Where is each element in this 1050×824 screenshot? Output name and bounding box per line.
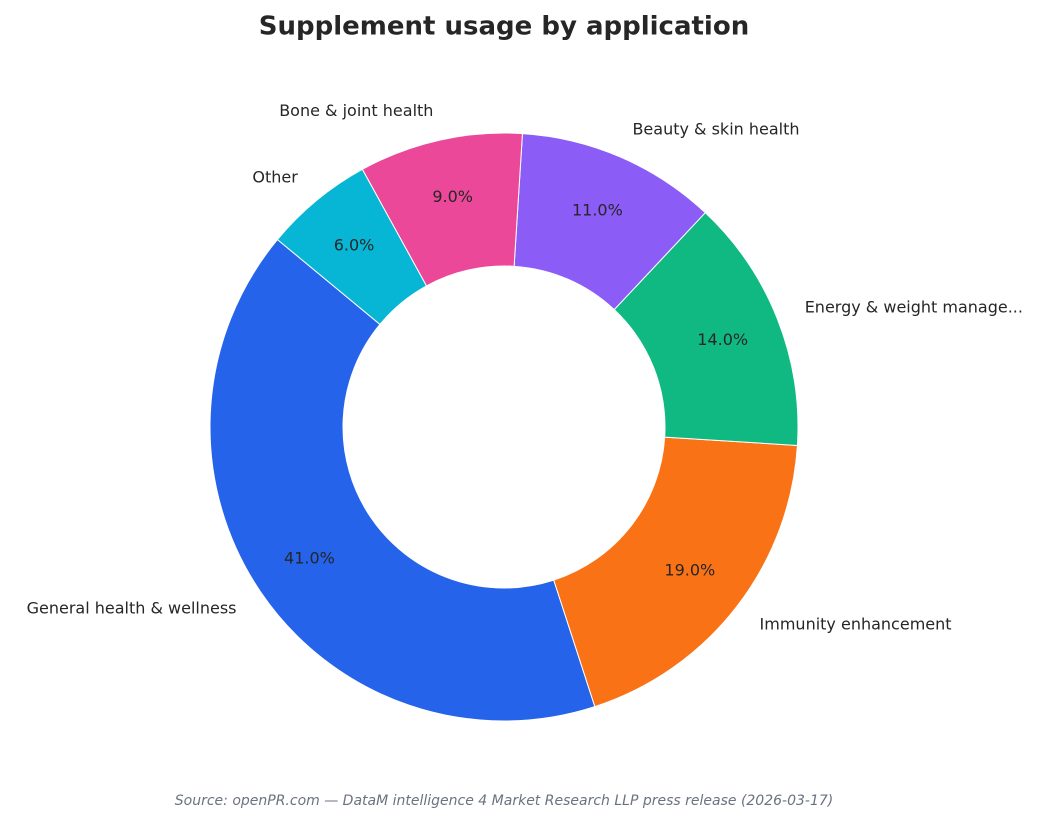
- donut-slice: [613, 211, 799, 446]
- donut-slice: [553, 436, 798, 708]
- value-label: 41.0%: [284, 549, 335, 568]
- value-label: 14.0%: [697, 330, 748, 349]
- value-label: 9.0%: [432, 187, 473, 206]
- slice-label: Beauty & skin health: [632, 120, 799, 139]
- slice-label: Immunity enhancement: [760, 615, 952, 634]
- slice-label: General health & wellness: [27, 598, 237, 617]
- value-label: 11.0%: [572, 201, 623, 220]
- source-note: Source: openPR.com — DataM intelligence …: [175, 793, 833, 809]
- donut-slice: [276, 168, 428, 326]
- slice-label: Energy & weight manage...: [805, 297, 1023, 316]
- value-label: 19.0%: [664, 561, 715, 580]
- slice-label: Bone & joint health: [279, 101, 433, 120]
- chart-title: Supplement usage by application: [259, 12, 749, 42]
- value-label: 6.0%: [334, 235, 375, 254]
- donut-slice: [209, 238, 596, 722]
- slice-label: Other: [252, 167, 298, 186]
